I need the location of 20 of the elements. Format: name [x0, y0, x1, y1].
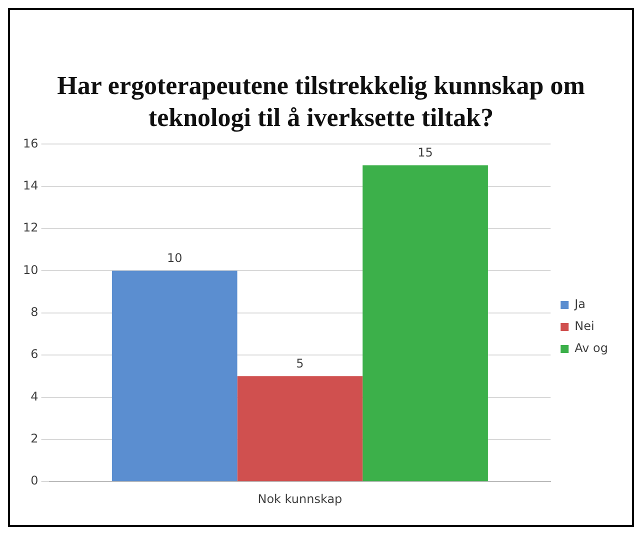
x-tick-label: Nok kunnskap — [258, 492, 342, 506]
y-tick-label: 16 — [22, 136, 38, 150]
bar — [362, 165, 488, 482]
y-tick-label: 2 — [30, 432, 38, 446]
y-tick-label: 4 — [30, 389, 38, 404]
data-label: 5 — [296, 356, 304, 370]
y-tick-label: 6 — [30, 347, 38, 362]
y-tick-label: 0 — [30, 474, 38, 488]
y-tick-label: 8 — [30, 305, 38, 320]
y-tick-label: 14 — [22, 178, 38, 192]
data-label: 10 — [166, 250, 182, 265]
legend-label: Ja — [574, 297, 586, 312]
chart-title: Har ergoterapeutene tilstrekkelig kunnskap om teknologi til å iverksette tiltak? — [56, 70, 586, 134]
y-tick-label: 12 — [22, 220, 38, 235]
y-tick-label: 10 — [22, 262, 38, 277]
legend-label: Nei — [574, 319, 594, 334]
bar — [237, 376, 363, 482]
bar — [112, 270, 238, 482]
data-label: 15 — [418, 145, 433, 160]
legend-label: Av og — [574, 341, 608, 356]
